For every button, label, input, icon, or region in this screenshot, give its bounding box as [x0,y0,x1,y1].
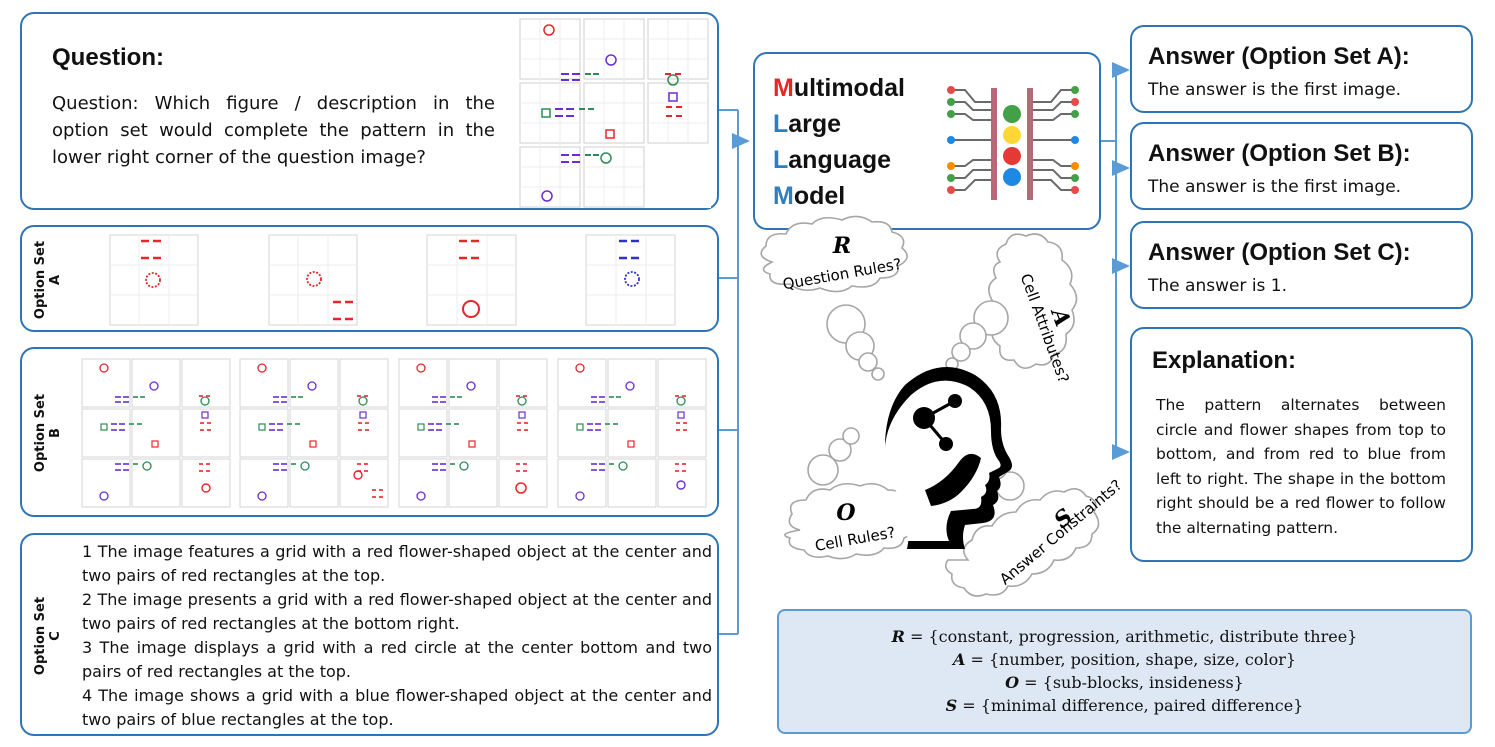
option-c-description-2[interactable]: 2 The image presents a grid with a red f… [82,590,712,633]
answer-a-text: The answer is the first image. [1148,80,1402,100]
mllm-line-2: Large [773,110,842,138]
option-set-c-panel: Option Set C 1 The image features a grid … [20,533,719,736]
option-a-image-2[interactable] [268,234,358,326]
question-panel: Question: Question: Which figure / descr… [20,12,719,210]
cloud-r-letter: R [832,233,851,259]
explanation-text: The pattern alternates between circle an… [1156,396,1446,537]
cloud-s [944,488,1100,597]
option-c-description-1[interactable]: 1 The image features a grid with a red f… [82,542,712,585]
option-b-image-4[interactable] [557,358,707,508]
answer-c-text: The answer is 1. [1148,276,1288,296]
answer-a-panel: Answer (Option Set A): The answer is the… [1130,25,1473,113]
formula-s: S = {minimal difference, paired differen… [945,696,1304,715]
answer-b-title: Answer (Option Set B): [1148,140,1411,167]
mllm-line-4: Model [773,182,846,210]
answer-c-title: Answer (Option Set C): [1148,239,1411,266]
option-a-image-4[interactable] [585,234,676,326]
option-set-a-panel: Option Set A [20,225,719,332]
question-matrix-figure [519,18,709,208]
answer-b-text: The answer is the first image. [1148,177,1402,197]
mllm-initial-3: L [773,146,789,174]
option-set-b-images [81,358,707,508]
cloud-r [760,215,908,293]
option-set-a-images [109,234,676,326]
mllm-initial-1: M [773,74,794,102]
formula-r: R = {constant, progression, arithmetic, … [891,627,1358,646]
option-b-image-3[interactable] [398,358,548,508]
question-heading: Question: [52,44,164,71]
mllm-initial-2: L [773,110,789,138]
mllm-title: Multimodal Large Language Model [773,70,905,214]
answer-a-title: Answer (Option Set A): [1148,43,1410,70]
option-set-b-panel: Option Set B [20,347,719,517]
mllm-line-1: Multimodal [773,74,905,102]
formula-a: A = {number, position, shape, size, colo… [952,650,1297,669]
mllm-line-3: Language [773,146,892,174]
mllm-initial-4: M [773,182,794,210]
option-b-image-1[interactable] [81,358,231,508]
answer-c-panel: Answer (Option Set C): The answer is 1. [1130,221,1473,309]
answer-b-panel: Answer (Option Set B): The answer is the… [1130,122,1473,210]
cloud-o-letter: O [836,500,855,526]
formula-o: O = {sub-blocks, insideness} [1005,673,1244,692]
thinking-head-icon [885,367,1012,549]
mllm-panel: Multimodal Large Language Model [753,52,1101,230]
question-text: Question: Which figure / description in … [52,93,495,168]
explanation-panel: Explanation: The pattern alternates betw… [1130,327,1473,562]
option-c-description-3[interactable]: 3 The image displays a grid with a red c… [82,638,712,681]
formula-box: R = {constant, progression, arithmetic, … [777,609,1472,734]
option-set-c-descriptions: 1 The image features a grid with a red f… [82,540,712,732]
option-c-description-4[interactable]: 4 The image shows a grid with a blue flo… [82,686,712,729]
option-a-image-1[interactable] [109,234,199,326]
option-b-image-2[interactable] [239,358,389,508]
question-image [519,18,711,208]
neural-chip-icon [947,86,1079,200]
option-a-image-3[interactable] [426,234,517,326]
explanation-title: Explanation: [1152,347,1297,374]
